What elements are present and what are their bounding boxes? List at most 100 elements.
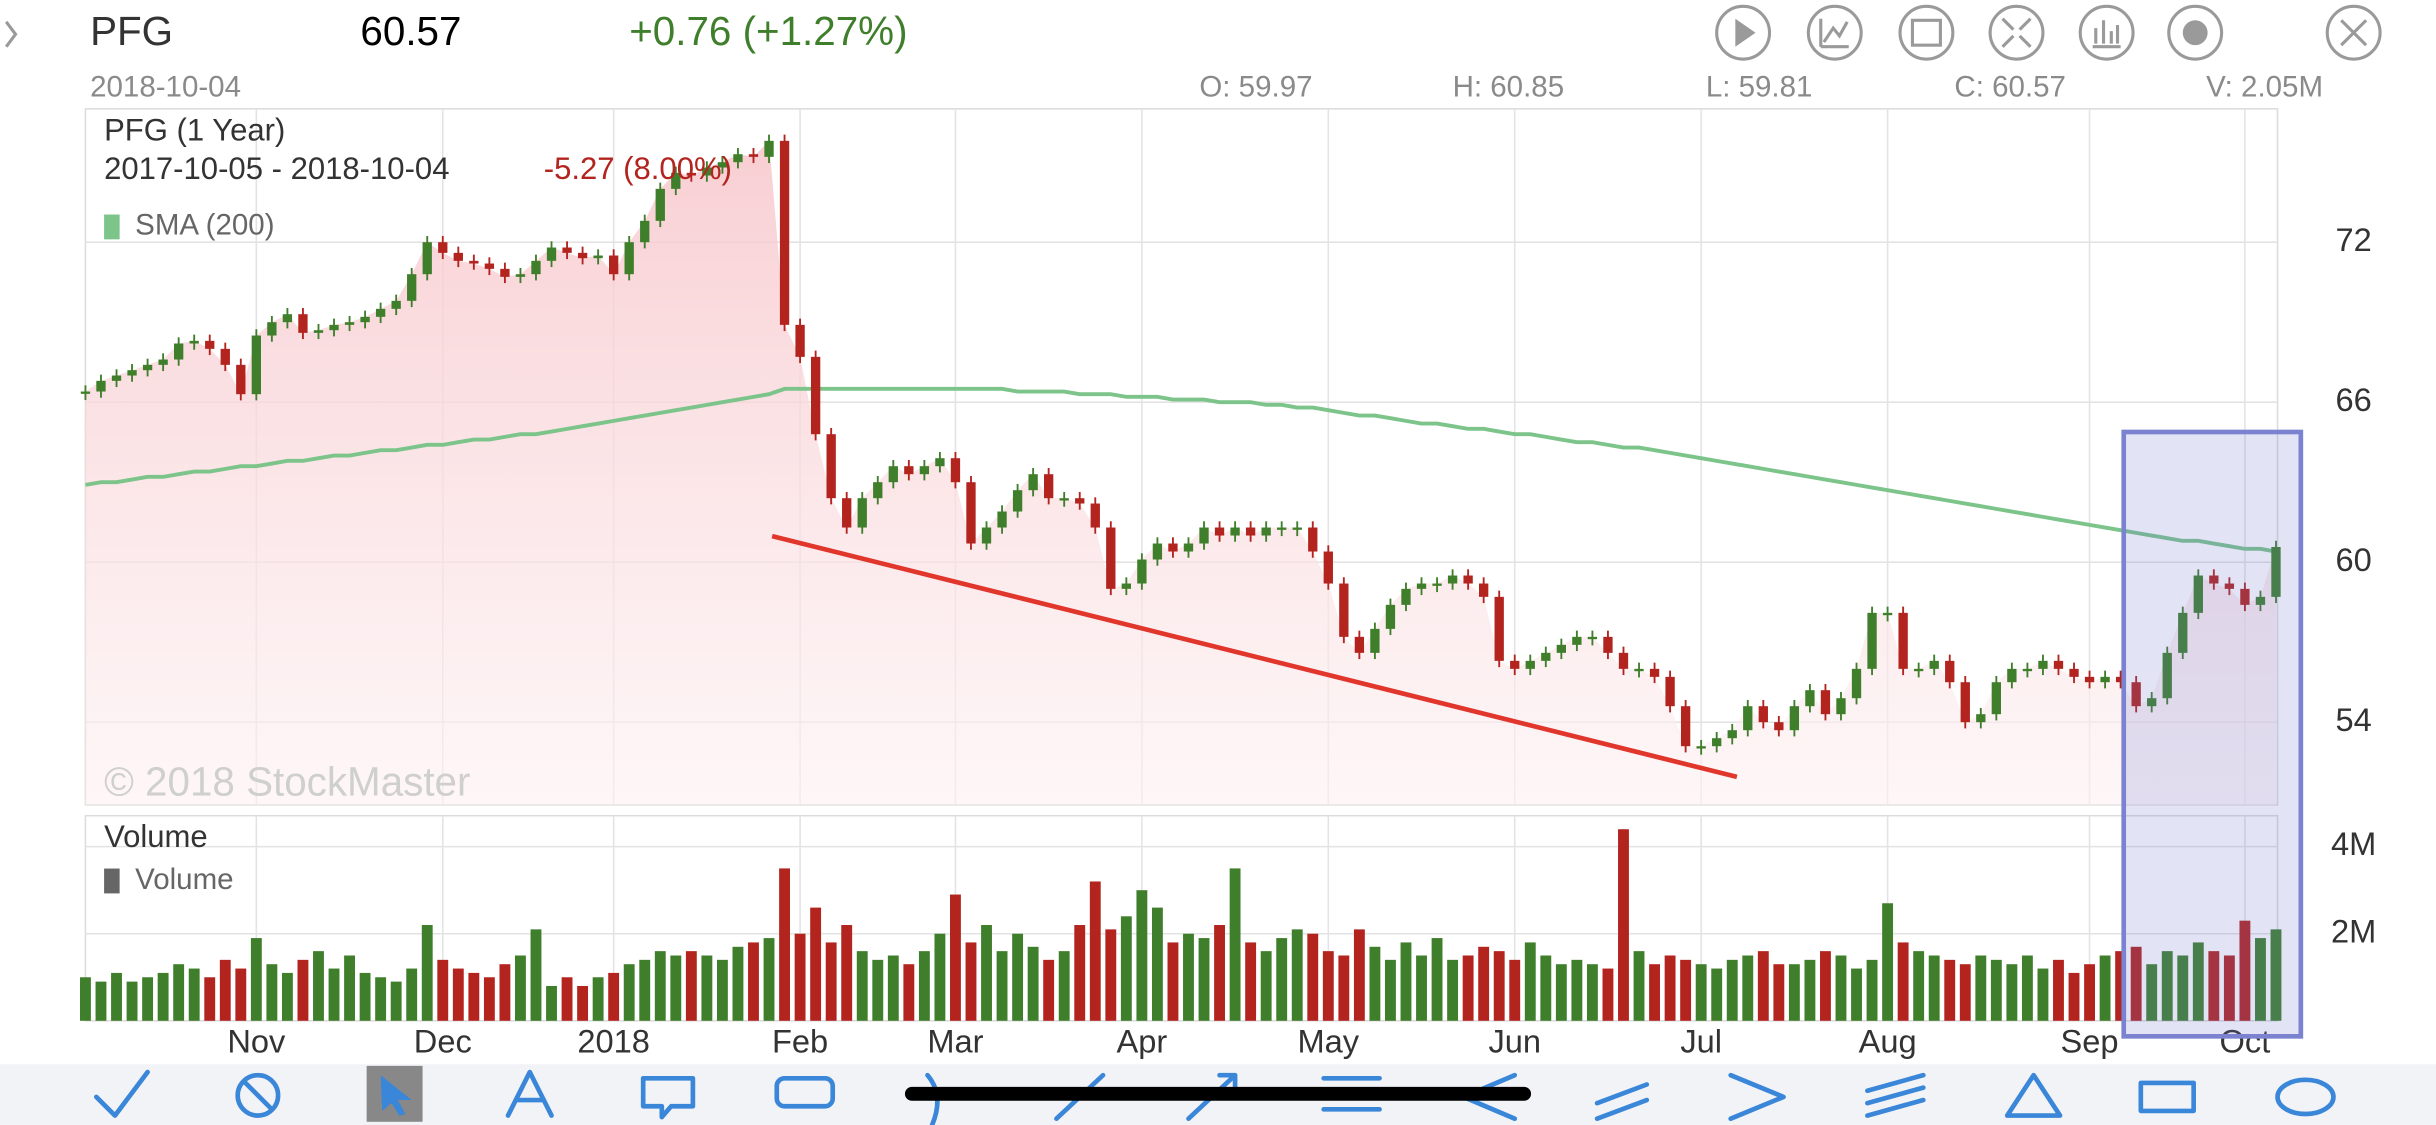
volume-bar <box>2192 942 2204 1021</box>
candle <box>142 364 153 371</box>
candle <box>360 316 370 323</box>
volume-bar <box>732 946 744 1021</box>
volume-bar <box>2255 938 2266 1021</box>
fib-tool[interactable] <box>1865 1072 1926 1118</box>
candle <box>375 308 386 317</box>
candle <box>1308 527 1318 552</box>
volume-bar <box>281 972 293 1021</box>
callout-tool[interactable] <box>640 1075 696 1120</box>
number-tool[interactable] <box>774 1075 836 1109</box>
candle <box>1121 583 1131 589</box>
back-chevron[interactable] <box>4 20 18 48</box>
volume-tick-label: 4M <box>2331 825 2376 862</box>
play-button[interactable] <box>1715 4 1772 61</box>
volume-bar <box>1074 925 1086 1021</box>
channel-tool[interactable] <box>1594 1082 1650 1122</box>
candle <box>1370 628 1380 653</box>
candle <box>717 162 728 168</box>
candle <box>298 314 308 333</box>
volume-bar <box>1229 868 1241 1021</box>
y-tick-label: 72 <box>2336 221 2372 258</box>
candle <box>1525 660 1535 669</box>
volume-bar <box>142 977 154 1021</box>
volume-bar <box>1757 951 1769 1021</box>
volume-bar <box>950 894 961 1021</box>
indicator-button[interactable] <box>2078 4 2135 61</box>
labels-layer: 54 60 66 72 2M 4M Nov Dec 2018 Feb Mar Apr May Jun Jul… <box>227 221 2376 1060</box>
volume-bar <box>1726 959 1738 1021</box>
candle <box>1432 583 1442 586</box>
volume-bar <box>1338 955 1350 1021</box>
trend-line[interactable] <box>771 533 1738 780</box>
volume-bar <box>313 951 324 1021</box>
cancel-circle <box>235 1072 281 1118</box>
pointer-icon <box>380 1075 412 1116</box>
compress-button[interactable] <box>1988 4 2045 61</box>
change-annotation: -5.27 (8.00%) <box>544 151 732 186</box>
y-tick-label: 60 <box>2336 541 2372 578</box>
volume-bar <box>1058 951 1070 1021</box>
price: 60.57 <box>360 8 461 54</box>
candle <box>935 458 945 467</box>
fork-tool[interactable] <box>1728 1072 1786 1122</box>
candle <box>764 140 774 157</box>
candle <box>2147 698 2157 707</box>
volume-bar <box>1975 955 1987 1021</box>
x-tick-label: Mar <box>927 1023 983 1060</box>
watermark: © 2018 StockMaster <box>104 758 470 804</box>
ellipse-tool[interactable] <box>2275 1077 2336 1117</box>
candle <box>1510 660 1520 669</box>
volume-bar <box>2068 972 2080 1021</box>
volume-bar <box>2115 951 2127 1021</box>
candle <box>1712 738 1722 747</box>
candle <box>1976 714 1986 723</box>
image-button[interactable] <box>1898 4 1955 61</box>
volume-bar <box>1649 964 1660 1021</box>
chart-type-button[interactable] <box>1806 4 1863 61</box>
close-button[interactable] <box>2325 4 2382 61</box>
volume-bar <box>2099 955 2111 1021</box>
candle <box>997 511 1007 528</box>
volume-legend-label: Volume <box>135 863 233 896</box>
check-tool[interactable] <box>93 1069 150 1118</box>
cancel-tool[interactable] <box>235 1072 281 1118</box>
volume-bar <box>235 968 247 1021</box>
candle <box>562 247 572 253</box>
volume-bar <box>2208 951 2220 1021</box>
rectangle-tool[interactable] <box>2138 1080 2196 1114</box>
candle <box>1168 543 1178 552</box>
volume-bar <box>530 929 542 1021</box>
candle <box>2271 546 2281 597</box>
candle <box>1680 706 1691 747</box>
volume-bar <box>204 977 216 1021</box>
volume-bar <box>2177 955 2189 1021</box>
candle <box>1339 583 1349 637</box>
candle <box>671 172 681 189</box>
volume-bar <box>918 951 930 1021</box>
candle <box>1075 498 1085 504</box>
volume-bar <box>1773 964 1785 1021</box>
text-tool[interactable] <box>505 1069 554 1118</box>
volume-bar <box>2270 929 2282 1021</box>
settings-button[interactable] <box>2167 4 2224 61</box>
volume-bar <box>639 959 651 1021</box>
candle <box>1727 730 1737 739</box>
candle <box>1292 527 1302 530</box>
volume-bar <box>219 959 231 1021</box>
candle <box>80 391 91 394</box>
volume-bar <box>173 964 185 1021</box>
triangle-tool[interactable] <box>2004 1072 2063 1118</box>
volume-bar <box>1928 955 1940 1021</box>
volume-bar <box>1680 959 1692 1021</box>
candle <box>2084 676 2095 683</box>
selection-rectangle[interactable] <box>2121 429 2304 1039</box>
x-tick-label: Jun <box>1488 1023 1541 1060</box>
compress-icon <box>2001 17 2032 48</box>
candle <box>1199 527 1209 544</box>
volume-bar <box>375 977 387 1021</box>
candle <box>2162 652 2172 699</box>
volume-bar <box>996 951 1008 1021</box>
volume-bar <box>80 977 91 1021</box>
